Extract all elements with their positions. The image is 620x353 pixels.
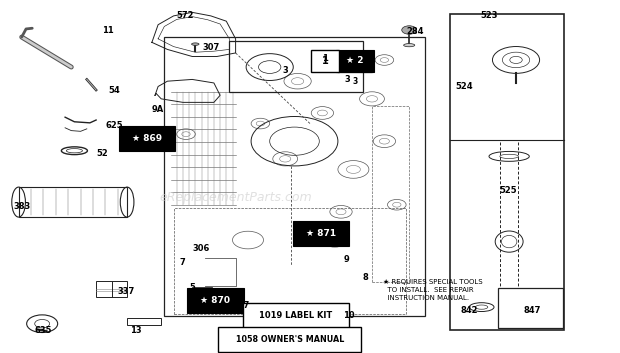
FancyBboxPatch shape (311, 50, 339, 72)
Text: 525: 525 (499, 186, 516, 195)
Bar (96, 281, 127, 297)
Text: ★ 870: ★ 870 (200, 297, 231, 305)
Bar (338, 53, 372, 72)
Text: 9: 9 (344, 255, 350, 264)
Text: 5: 5 (189, 283, 195, 292)
Text: 307: 307 (232, 301, 250, 310)
Bar (174, 208, 406, 314)
Text: eReplacementParts.com: eReplacementParts.com (159, 191, 312, 204)
Bar (229, 41, 363, 92)
FancyBboxPatch shape (187, 288, 244, 313)
Text: 3: 3 (352, 77, 358, 86)
Text: 11: 11 (102, 25, 114, 35)
FancyBboxPatch shape (293, 221, 349, 246)
Bar (19, 187, 127, 217)
Bar (192, 287, 212, 291)
Ellipse shape (404, 44, 415, 47)
Text: ★ 871: ★ 871 (306, 229, 336, 238)
Text: ★ REQUIRES SPECIAL TOOLS
  TO INSTALL.  SEE REPAIR
  INSTRUCTION MANUAL.: ★ REQUIRES SPECIAL TOOLS TO INSTALL. SEE… (383, 279, 483, 301)
Text: 54: 54 (108, 85, 120, 95)
Text: 1058 OWNER'S MANUAL: 1058 OWNER'S MANUAL (236, 335, 344, 344)
Text: 572: 572 (177, 11, 194, 20)
Text: 3: 3 (282, 66, 288, 75)
Text: 625: 625 (105, 121, 123, 130)
Text: 524: 524 (456, 82, 473, 91)
Text: 284: 284 (406, 27, 423, 36)
Bar (164, 37, 425, 316)
Bar (450, 14, 564, 330)
FancyBboxPatch shape (119, 126, 175, 151)
FancyBboxPatch shape (336, 50, 374, 72)
Text: 1: 1 (322, 54, 328, 63)
Text: 1019 LABEL KIT: 1019 LABEL KIT (259, 311, 333, 321)
Text: 523: 523 (480, 11, 498, 20)
Text: 635: 635 (34, 325, 51, 335)
Text: 3: 3 (344, 75, 350, 84)
Text: 306: 306 (192, 244, 210, 253)
Bar (498, 288, 563, 328)
Circle shape (402, 26, 417, 34)
Text: 7: 7 (180, 258, 185, 268)
FancyBboxPatch shape (218, 327, 361, 352)
Text: 10: 10 (343, 311, 355, 321)
Text: ★ 2: ★ 2 (346, 56, 364, 65)
Text: 13: 13 (130, 325, 142, 335)
Bar (127, 318, 161, 325)
Ellipse shape (192, 43, 199, 45)
Text: 1: 1 (322, 56, 328, 66)
Text: 8: 8 (363, 273, 368, 282)
Text: 9A: 9A (152, 105, 164, 114)
Bar (372, 106, 409, 282)
Text: 52: 52 (96, 149, 108, 158)
Text: ★ 869: ★ 869 (132, 134, 162, 143)
Text: 842: 842 (460, 306, 477, 315)
Text: 847: 847 (524, 306, 541, 315)
Text: 383: 383 (14, 202, 31, 211)
Text: 307: 307 (203, 43, 220, 52)
FancyBboxPatch shape (243, 303, 349, 329)
Text: 337: 337 (118, 287, 135, 296)
